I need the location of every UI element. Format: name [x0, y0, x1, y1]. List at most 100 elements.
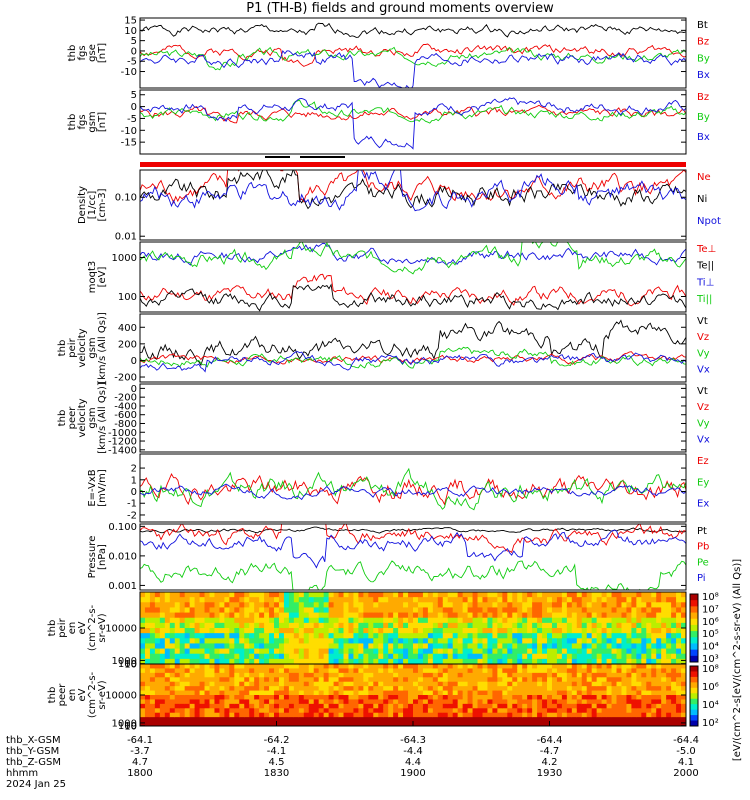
frame-p1 — [139, 17, 687, 89]
series-p8-Ex — [140, 483, 686, 501]
colorbar-label: 10³ — [702, 654, 719, 665]
ylabel-p6: velocity — [77, 328, 88, 367]
tick-label-p2: 5 — [131, 90, 137, 101]
tick-label-p4: 0.10 — [115, 193, 137, 204]
frame-p8 — [139, 453, 687, 523]
panel-p7: 0-200-400-600-800-1000-1200-1400 thb peer v… — [57, 382, 687, 456]
tick-label-p10: 10000 — [105, 624, 137, 635]
series-p1-By — [140, 46, 686, 71]
tick-label-p5: 100 — [118, 292, 137, 303]
ylabel-p7: [km/s (All Qs)] — [97, 382, 108, 454]
tick-label-p8: -2 — [127, 510, 137, 521]
tick-label-p2: 0 — [131, 102, 137, 113]
colorbar-label: 10⁶ — [702, 682, 719, 693]
series-p4-Npot — [140, 170, 686, 212]
tick-label-p11: 100 — [118, 721, 137, 732]
colorbar-label: 10⁴ — [702, 642, 719, 653]
colorbar-label: 10² — [702, 718, 719, 729]
tick-label-p11: 10 — [124, 721, 137, 732]
x-tick-label: -64.4 — [673, 735, 699, 746]
series-p4-Ni — [140, 170, 686, 210]
tick-label-p1: 15 — [124, 16, 137, 27]
x-row-label: hhmm — [6, 768, 38, 779]
ylabel-p10: sr-eV) — [97, 613, 108, 642]
tick-label-p9: 0.010 — [108, 551, 137, 562]
series-p9-Pi — [140, 529, 686, 569]
x-tick-label: 4.4 — [405, 757, 421, 768]
series-p2-Bx — [140, 97, 686, 150]
ylabel-p6: gsm — [87, 337, 98, 358]
legend-p9-Pt: Pt — [697, 526, 707, 537]
frame-p9 — [139, 523, 687, 591]
tick-label-p6: 0 — [131, 356, 137, 367]
ylabel-p11: en — [67, 689, 78, 702]
series-p6-Vy — [140, 346, 686, 369]
tick-label-p7: -400 — [114, 401, 137, 412]
panel-p5: 1000 100 moqt3 [eV] — [87, 241, 687, 313]
x-tick-label: -64.3 — [400, 735, 426, 746]
tick-label-p8: 0 — [131, 487, 137, 498]
ylabel-p2: gsm — [87, 111, 98, 132]
colorbar-title: [eV/(cm^2-s[eV/(cm^2-s-sr-eV) (All Qs)] — [732, 559, 743, 761]
colorbar-label: 10⁷ — [702, 604, 719, 615]
tick-label-p7: -800 — [114, 419, 137, 430]
series-p8-Ey — [140, 467, 686, 511]
series-p5-Te|| — [140, 283, 686, 312]
colorbar-label: 10⁸ — [702, 664, 719, 675]
ylabel-p9: Pressure — [87, 536, 98, 579]
mode-bar — [140, 156, 686, 167]
ylabel-p11: sr-eV) — [97, 680, 108, 709]
ylabel-p7: velocity — [77, 398, 88, 437]
frame-p4 — [139, 169, 687, 241]
x-tick-label: -4.7 — [540, 746, 560, 757]
x-tick-label: 1900 — [400, 768, 425, 779]
tick-label-p7: -200 — [114, 393, 137, 404]
ylabel-p6: thb — [57, 340, 68, 357]
x-row-label: thb_X-GSM — [6, 735, 61, 746]
tick-label-p7: 0 — [131, 384, 137, 395]
frame-p5 — [139, 241, 687, 313]
series-p5-Te⊥ — [140, 273, 686, 307]
legend-p7-Vt: Vt — [697, 386, 708, 397]
series-p5-Ti⊥ — [140, 242, 686, 266]
ylabel-p10: peir — [57, 617, 68, 637]
legend-p8-Ex: Ex — [697, 499, 709, 510]
ylabel-p6: [km/s (All Qs)] — [97, 312, 108, 384]
series-p9-Pb — [140, 524, 686, 554]
ylabel-p1: [nT] — [97, 43, 108, 63]
ylabel-p4: [cm-3] — [97, 188, 108, 221]
colorbar-label: 10⁸ — [702, 592, 719, 603]
legend-p7-Vz: Vz — [697, 402, 709, 413]
x-tick-label: 1830 — [264, 768, 289, 779]
x-tick-label: 4.1 — [678, 757, 694, 768]
series-p2-Bz — [140, 104, 686, 124]
x-tick-label: 1930 — [537, 768, 562, 779]
tick-label-p1: 10 — [124, 26, 137, 37]
ylabel-p10: thb — [47, 620, 58, 637]
ylabel-p10: en — [67, 622, 78, 635]
legend-p6-Vx: Vx — [697, 365, 710, 376]
tick-label-p1: 0 — [131, 46, 137, 57]
ylabel-p7: peer — [67, 406, 78, 430]
series-p4-Ne — [140, 170, 686, 204]
colorbar-electron: 10⁸ 10⁶ 10⁴ 10² — [689, 664, 719, 729]
x-row-label: 2024 Jan 25 — [6, 779, 66, 790]
ylabel-p5: [eV] — [97, 267, 108, 288]
tick-label-p6: 400 — [118, 323, 137, 334]
legend-p6-Vt: Vt — [697, 316, 708, 327]
x-tick-label: -4.1 — [267, 746, 287, 757]
ylabel-p10: (cm^2-s- — [87, 604, 98, 651]
tick-label-p11: 1000 — [112, 718, 137, 729]
tick-label-p7: -600 — [114, 410, 137, 421]
tick-label-p10: 100 — [118, 659, 137, 670]
legend-p9-Pi: Pi — [697, 573, 706, 584]
spectrogram-p11 — [140, 664, 686, 726]
ylabel-p4: Density — [77, 186, 88, 224]
series-p9-Pe — [140, 560, 686, 590]
tick-label-p4: 0.01 — [115, 232, 137, 243]
tick-label-p10: 1000 — [112, 656, 137, 667]
panel-p4: 0.10 0.01 Density [1/cc] [cm-3] — [77, 169, 687, 243]
ylabel-p11: (cm^2-s- — [87, 671, 98, 718]
